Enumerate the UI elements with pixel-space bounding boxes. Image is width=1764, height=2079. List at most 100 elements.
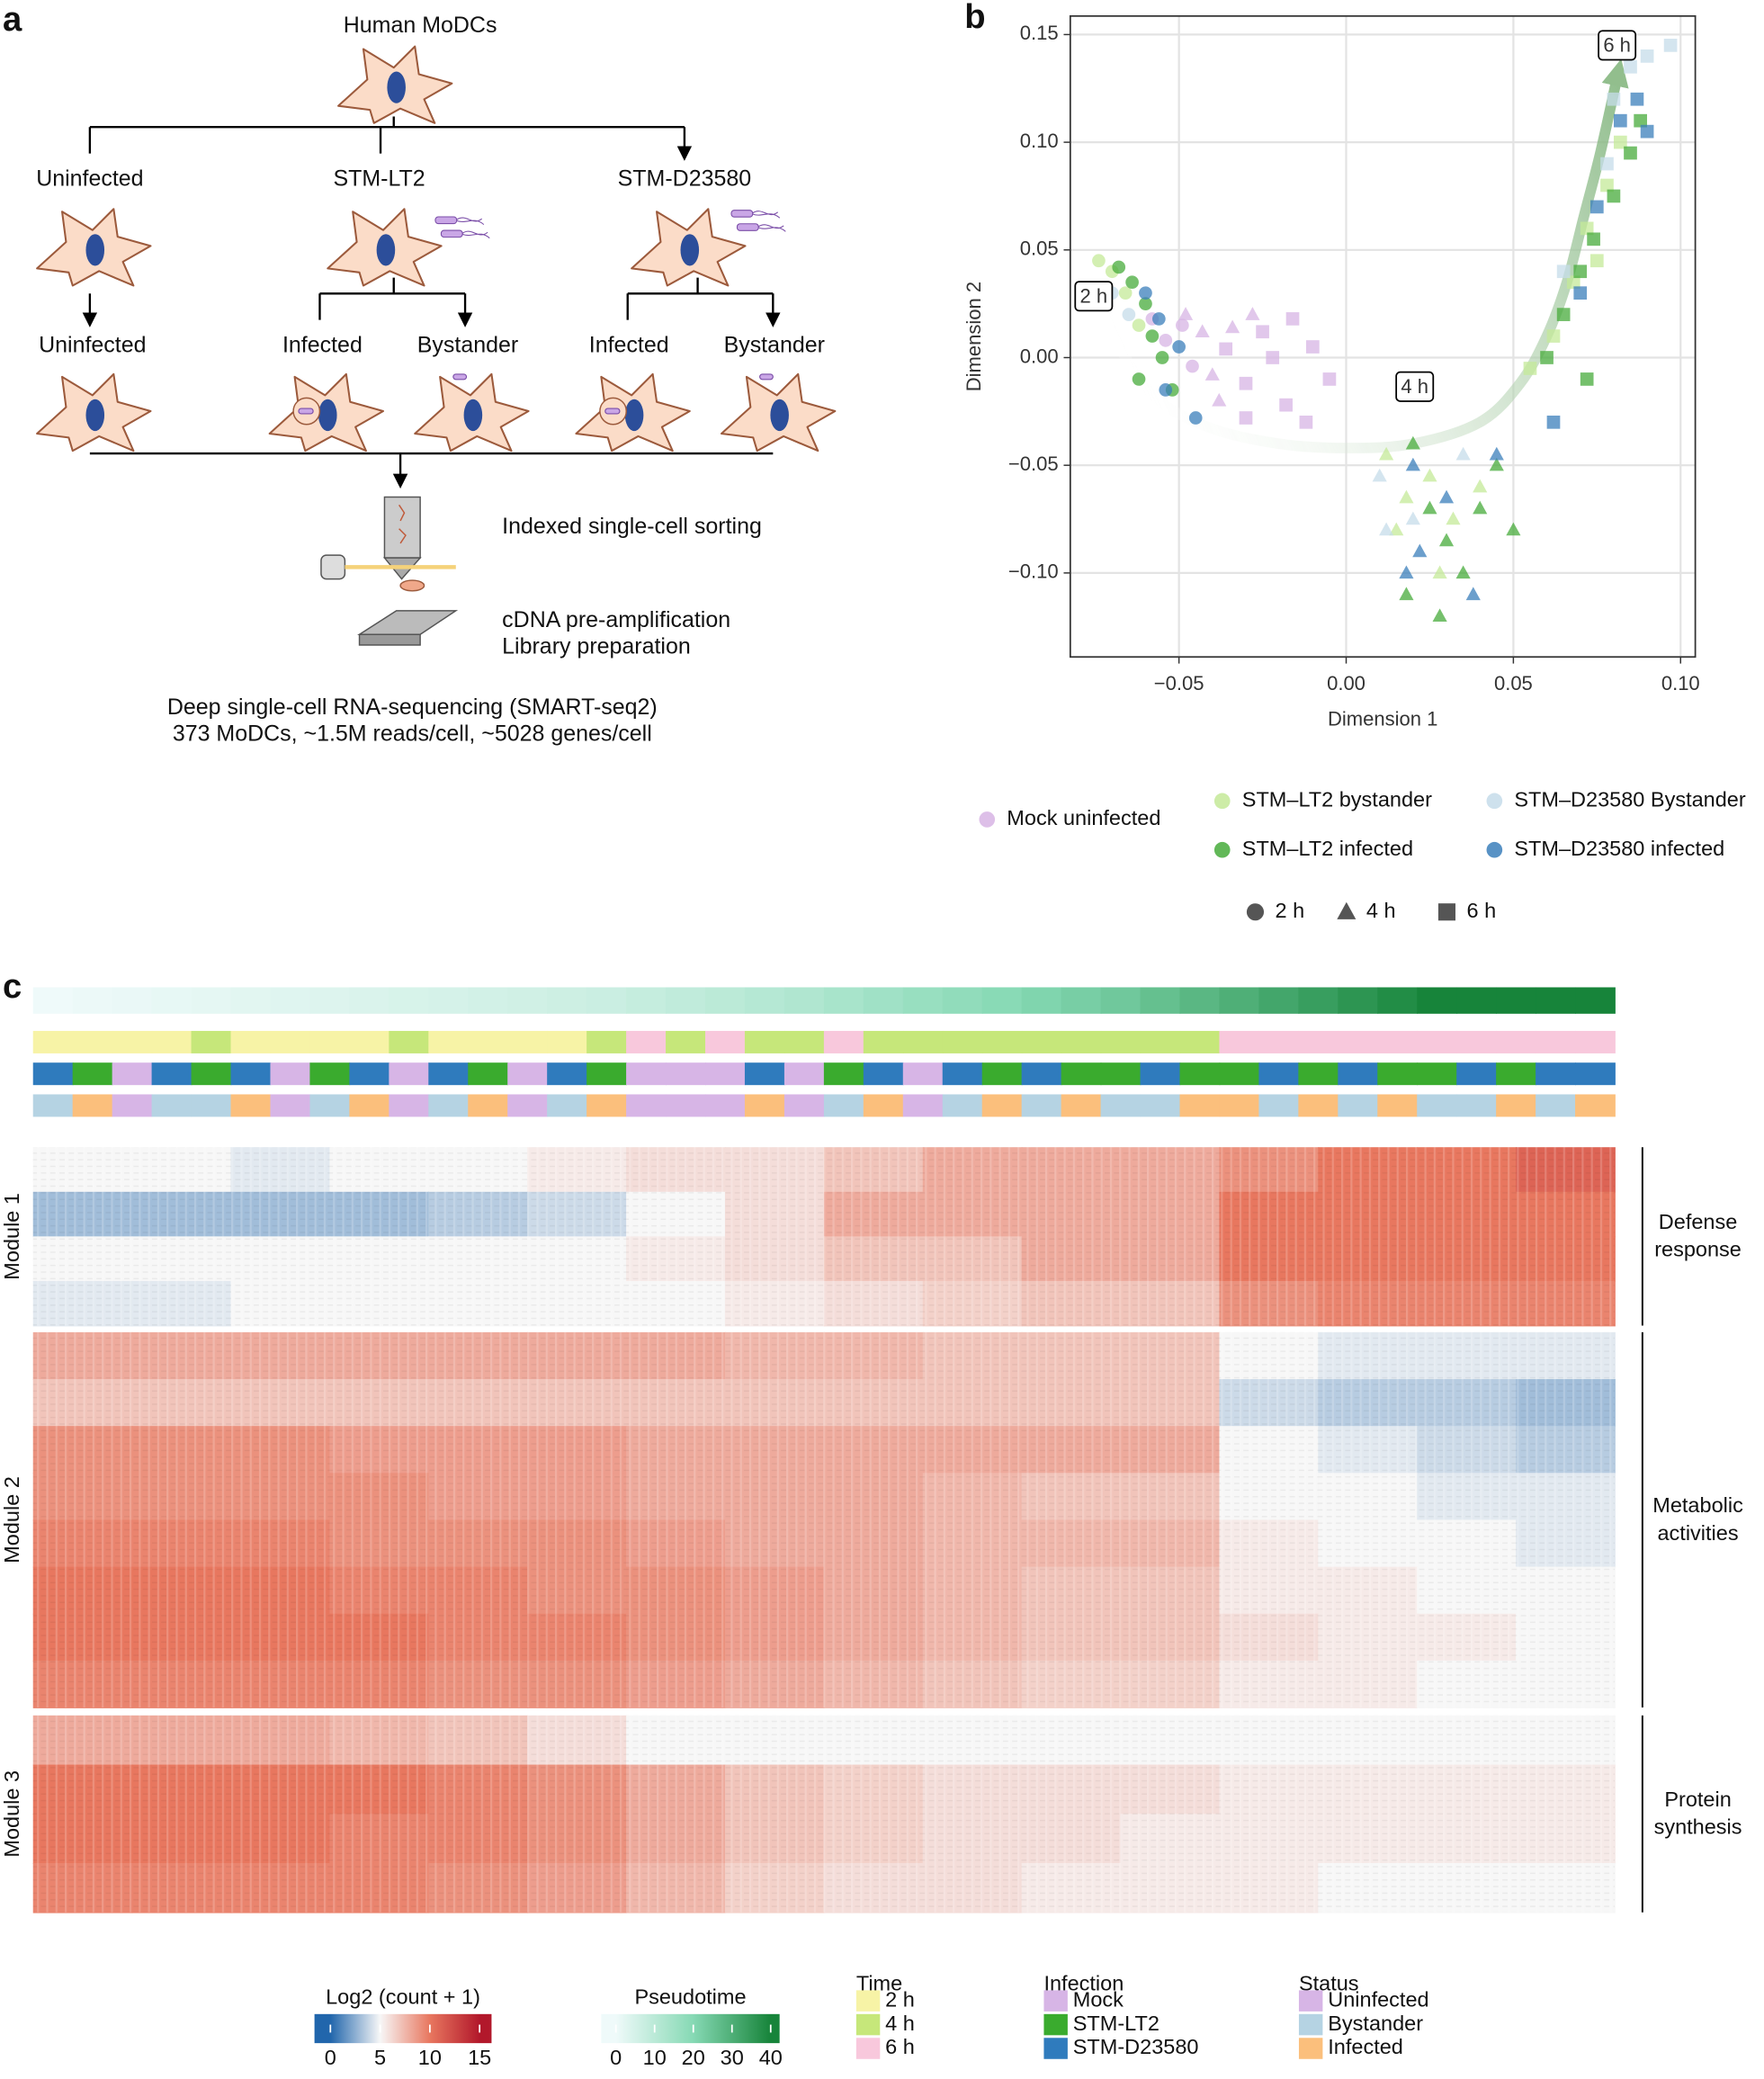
pseudotime-cell [1338,987,1379,1014]
pseudotime-cell [191,987,232,1014]
legend-marker [1213,841,1231,858]
point [1446,511,1461,525]
cell-icon [327,208,443,287]
time-track-cell [507,1030,549,1053]
legend-marker [1486,793,1503,810]
point [1422,468,1437,482]
status-track-cell [626,1094,667,1117]
infection-track-cell [191,1062,232,1086]
legend-label: 4 h [885,2012,915,2035]
status-track-cell [1496,1094,1536,1117]
point [1172,340,1186,354]
time-track-cell [230,1030,272,1053]
node-label: Bystander [724,333,825,358]
legend-swatch [855,2038,881,2059]
infection-track-cell [587,1062,627,1086]
pseudotime-cell [270,987,311,1014]
point [1489,457,1504,471]
module-label: Module 1 [0,1193,23,1280]
status-track-cell [349,1094,390,1117]
y-tick-label: −0.05 [1008,453,1059,475]
module-label: Module 2 [0,1476,23,1564]
cell-icon [414,372,530,453]
point [1455,446,1471,461]
node-label: Uninfected [36,166,143,192]
point [1399,587,1414,601]
pseudotime-cell [863,987,904,1014]
time-track-cell [1179,1030,1221,1053]
infection-track-cell [1377,1062,1419,1086]
point [1118,286,1133,300]
pseudotime-cell [902,987,944,1014]
point [1546,329,1561,343]
point [1245,307,1260,320]
status-track-cell [784,1094,825,1117]
legend-marker [1337,901,1357,919]
infection-track-cell [32,1062,74,1086]
legend-swatch [1298,2038,1323,2059]
time-track-cell [468,1030,509,1053]
point [1607,189,1621,203]
panel-label: a [3,0,22,39]
time-track-cell [1377,1030,1419,1053]
infection-track-cell [349,1062,390,1086]
infection-track-cell [744,1062,785,1086]
annotation: 4 h [1401,375,1428,398]
pseudotime-cell [389,987,430,1014]
point [1630,92,1644,106]
node-label: Uninfected [39,333,146,358]
pseudotime-cell [1179,987,1221,1014]
infection-track-cell [1456,1062,1498,1086]
point [1624,59,1637,74]
time-track-cell [151,1030,193,1053]
point [1587,232,1600,246]
pseudotime-cell [666,987,706,1014]
point [1600,157,1614,171]
time-track-cell [704,1030,746,1053]
y-axis-label: Dimension 2 [963,282,985,391]
pseudotime-cell [587,987,627,1014]
time-track-cell [1575,1030,1616,1053]
pseudotime-cell [784,987,825,1014]
point [1589,254,1604,268]
node-label: STM-LT2 [333,166,425,192]
point [1540,351,1554,364]
legend-swatch [1298,1990,1323,2012]
time-track-cell [1258,1030,1300,1053]
status-track-cell [230,1094,272,1117]
point [1132,372,1146,386]
status-track-cell [863,1094,904,1117]
status-track-cell [389,1094,430,1117]
point [1176,318,1189,332]
bacteria-icon [759,373,774,381]
point [1663,39,1678,52]
point [1139,286,1152,300]
infection-track-cell [1021,1062,1062,1086]
time-track-cell [191,1030,232,1053]
time-track-cell [309,1030,351,1053]
point [1438,533,1455,547]
status-track-cell [1536,1094,1576,1117]
colorbar [314,2013,492,2044]
trajectory [1099,58,1629,453]
x-tick-label: −0.05 [1154,672,1204,694]
point [1600,178,1614,193]
texture [32,1715,1616,1913]
infection-track-cell [270,1062,311,1086]
point [1422,500,1437,515]
pseudotime-cell [230,987,272,1014]
point [1614,135,1627,149]
infection-track-cell [863,1062,904,1086]
status-track-cell [1179,1094,1221,1117]
time-track-cell [1140,1030,1181,1053]
infection-track-cell [902,1062,944,1086]
bacteria-icon [434,216,490,239]
point [1379,522,1394,536]
pseudotime-cell [349,987,390,1014]
cell-icon [575,372,691,453]
point [1455,565,1471,579]
point [1580,221,1594,236]
status-track-cell [151,1094,193,1117]
annotation-box [1074,281,1114,312]
